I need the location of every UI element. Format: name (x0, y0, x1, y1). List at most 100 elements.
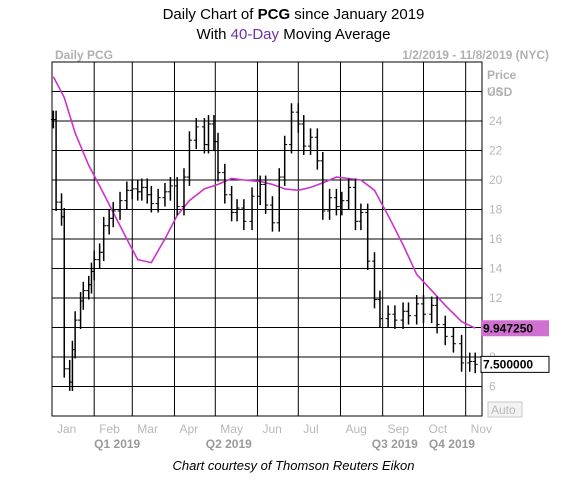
price-bar (249, 187, 255, 231)
y-axis-title-usd: USD (487, 85, 513, 99)
price-bar (129, 180, 135, 200)
quarter-label: Q1 2019 (94, 437, 140, 451)
x-tick-label: Mar (137, 422, 158, 436)
price-bar (314, 128, 320, 170)
y-tick-label: 12 (489, 291, 503, 305)
auto-scale-button-label: Auto (491, 403, 516, 417)
price-bar (215, 132, 221, 182)
price-bar (106, 209, 112, 235)
price-bar (346, 178, 352, 210)
price-bar (88, 262, 94, 294)
price-bar (124, 181, 130, 210)
price-bar (162, 182, 168, 207)
price-bars-layer (50, 103, 478, 391)
plot-frame (51, 61, 483, 417)
price-bar (263, 175, 269, 214)
moving-average-layer (52, 76, 476, 329)
quarter-label: Q3 2019 (372, 437, 418, 451)
price-bar (414, 295, 420, 325)
price-bar (450, 327, 456, 353)
chart-title-line-2: With 40-Day Moving Average (0, 26, 587, 43)
price-bar (420, 295, 426, 324)
price-bar (135, 180, 141, 201)
price-bar (429, 296, 435, 324)
x-tick-label: Oct (428, 422, 447, 436)
x-tick-label: Apr (179, 422, 198, 436)
price-bar (201, 118, 207, 154)
subtitle-highlight: 40-Day (230, 26, 280, 43)
price-bar (308, 128, 314, 155)
price-bar (365, 203, 371, 270)
title-ticker: PCG (257, 6, 291, 23)
price-bar (186, 131, 192, 186)
quarter-label: Q2 2019 (206, 437, 252, 451)
price-bar (222, 163, 228, 204)
price-bar (377, 290, 383, 328)
y-tick-label: 14 (489, 262, 503, 276)
price-bar (467, 352, 473, 372)
price-bar (282, 135, 288, 186)
price-bar (91, 250, 97, 281)
price-bar (442, 315, 448, 346)
ma-last-value: 9.947250 (483, 321, 533, 335)
price-bar (181, 168, 187, 216)
title-suffix: since January 2019 (290, 6, 425, 23)
y-tick-label: 18 (489, 203, 503, 217)
subtitle-prefix: With (196, 26, 231, 43)
x-tick-label: Feb (99, 422, 120, 436)
price-bar (320, 151, 326, 220)
price-bar (155, 188, 161, 213)
x-tick-label: Jul (303, 422, 318, 436)
price-bar (97, 243, 103, 269)
value-labels: 9.947250 7.500000 (480, 320, 550, 373)
y-tick-label: 24 (489, 114, 503, 128)
x-tick-label: Jan (57, 422, 76, 436)
price-bar (53, 110, 59, 211)
price-bar (72, 311, 78, 359)
price-bar (385, 305, 391, 328)
price-bar (148, 185, 154, 213)
price-bar (110, 202, 116, 228)
price-bar (327, 188, 333, 220)
x-tick-label: Nov (471, 422, 492, 436)
grid (51, 61, 483, 417)
moving-average-line (52, 76, 476, 329)
chart-title-line-1: Daily Chart of PCG since January 2019 (0, 6, 587, 23)
price-bar (276, 168, 282, 232)
price-bar (333, 188, 339, 216)
subtitle-suffix: Moving Average (279, 26, 391, 43)
y-axis-title-price: Price (487, 68, 517, 82)
price-bar (69, 340, 75, 391)
price-bar (193, 118, 199, 150)
price-bar (301, 115, 307, 155)
price-bar (229, 185, 235, 222)
x-tick-label: Aug (345, 422, 366, 436)
price-bar (117, 191, 123, 220)
price-last-value-box (480, 355, 550, 373)
axes: Daily PCG 1/2/2019 - 11/8/2019 (NYC) Price… (55, 48, 549, 451)
price-bar (339, 191, 345, 216)
price-bar (80, 281, 86, 310)
auto-scale-button-box (487, 401, 523, 418)
chart-label: Daily PCG (55, 48, 113, 62)
price-bar (167, 177, 173, 201)
quarter-label: Q4 2019 (429, 437, 475, 451)
price-bar (241, 199, 247, 231)
price-bar (372, 252, 377, 309)
price-bar (174, 177, 180, 216)
y-tick-label: 22 (489, 144, 503, 158)
chart-caption: Chart courtesy of Thomson Reuters Eikon (172, 458, 415, 473)
price-bar (269, 196, 275, 232)
price-bar (295, 103, 301, 133)
y-tick-label: 20 (489, 173, 503, 187)
price-bar (144, 178, 150, 204)
price-bar (61, 208, 67, 378)
price-bar (352, 178, 358, 231)
price-bar (234, 199, 240, 222)
price-bar (205, 115, 211, 154)
price-bar (472, 352, 478, 374)
price-bar (257, 175, 263, 206)
date-range: 1/2/2019 - 11/8/2019 (NYC) (402, 48, 549, 62)
price-bar (459, 334, 465, 372)
